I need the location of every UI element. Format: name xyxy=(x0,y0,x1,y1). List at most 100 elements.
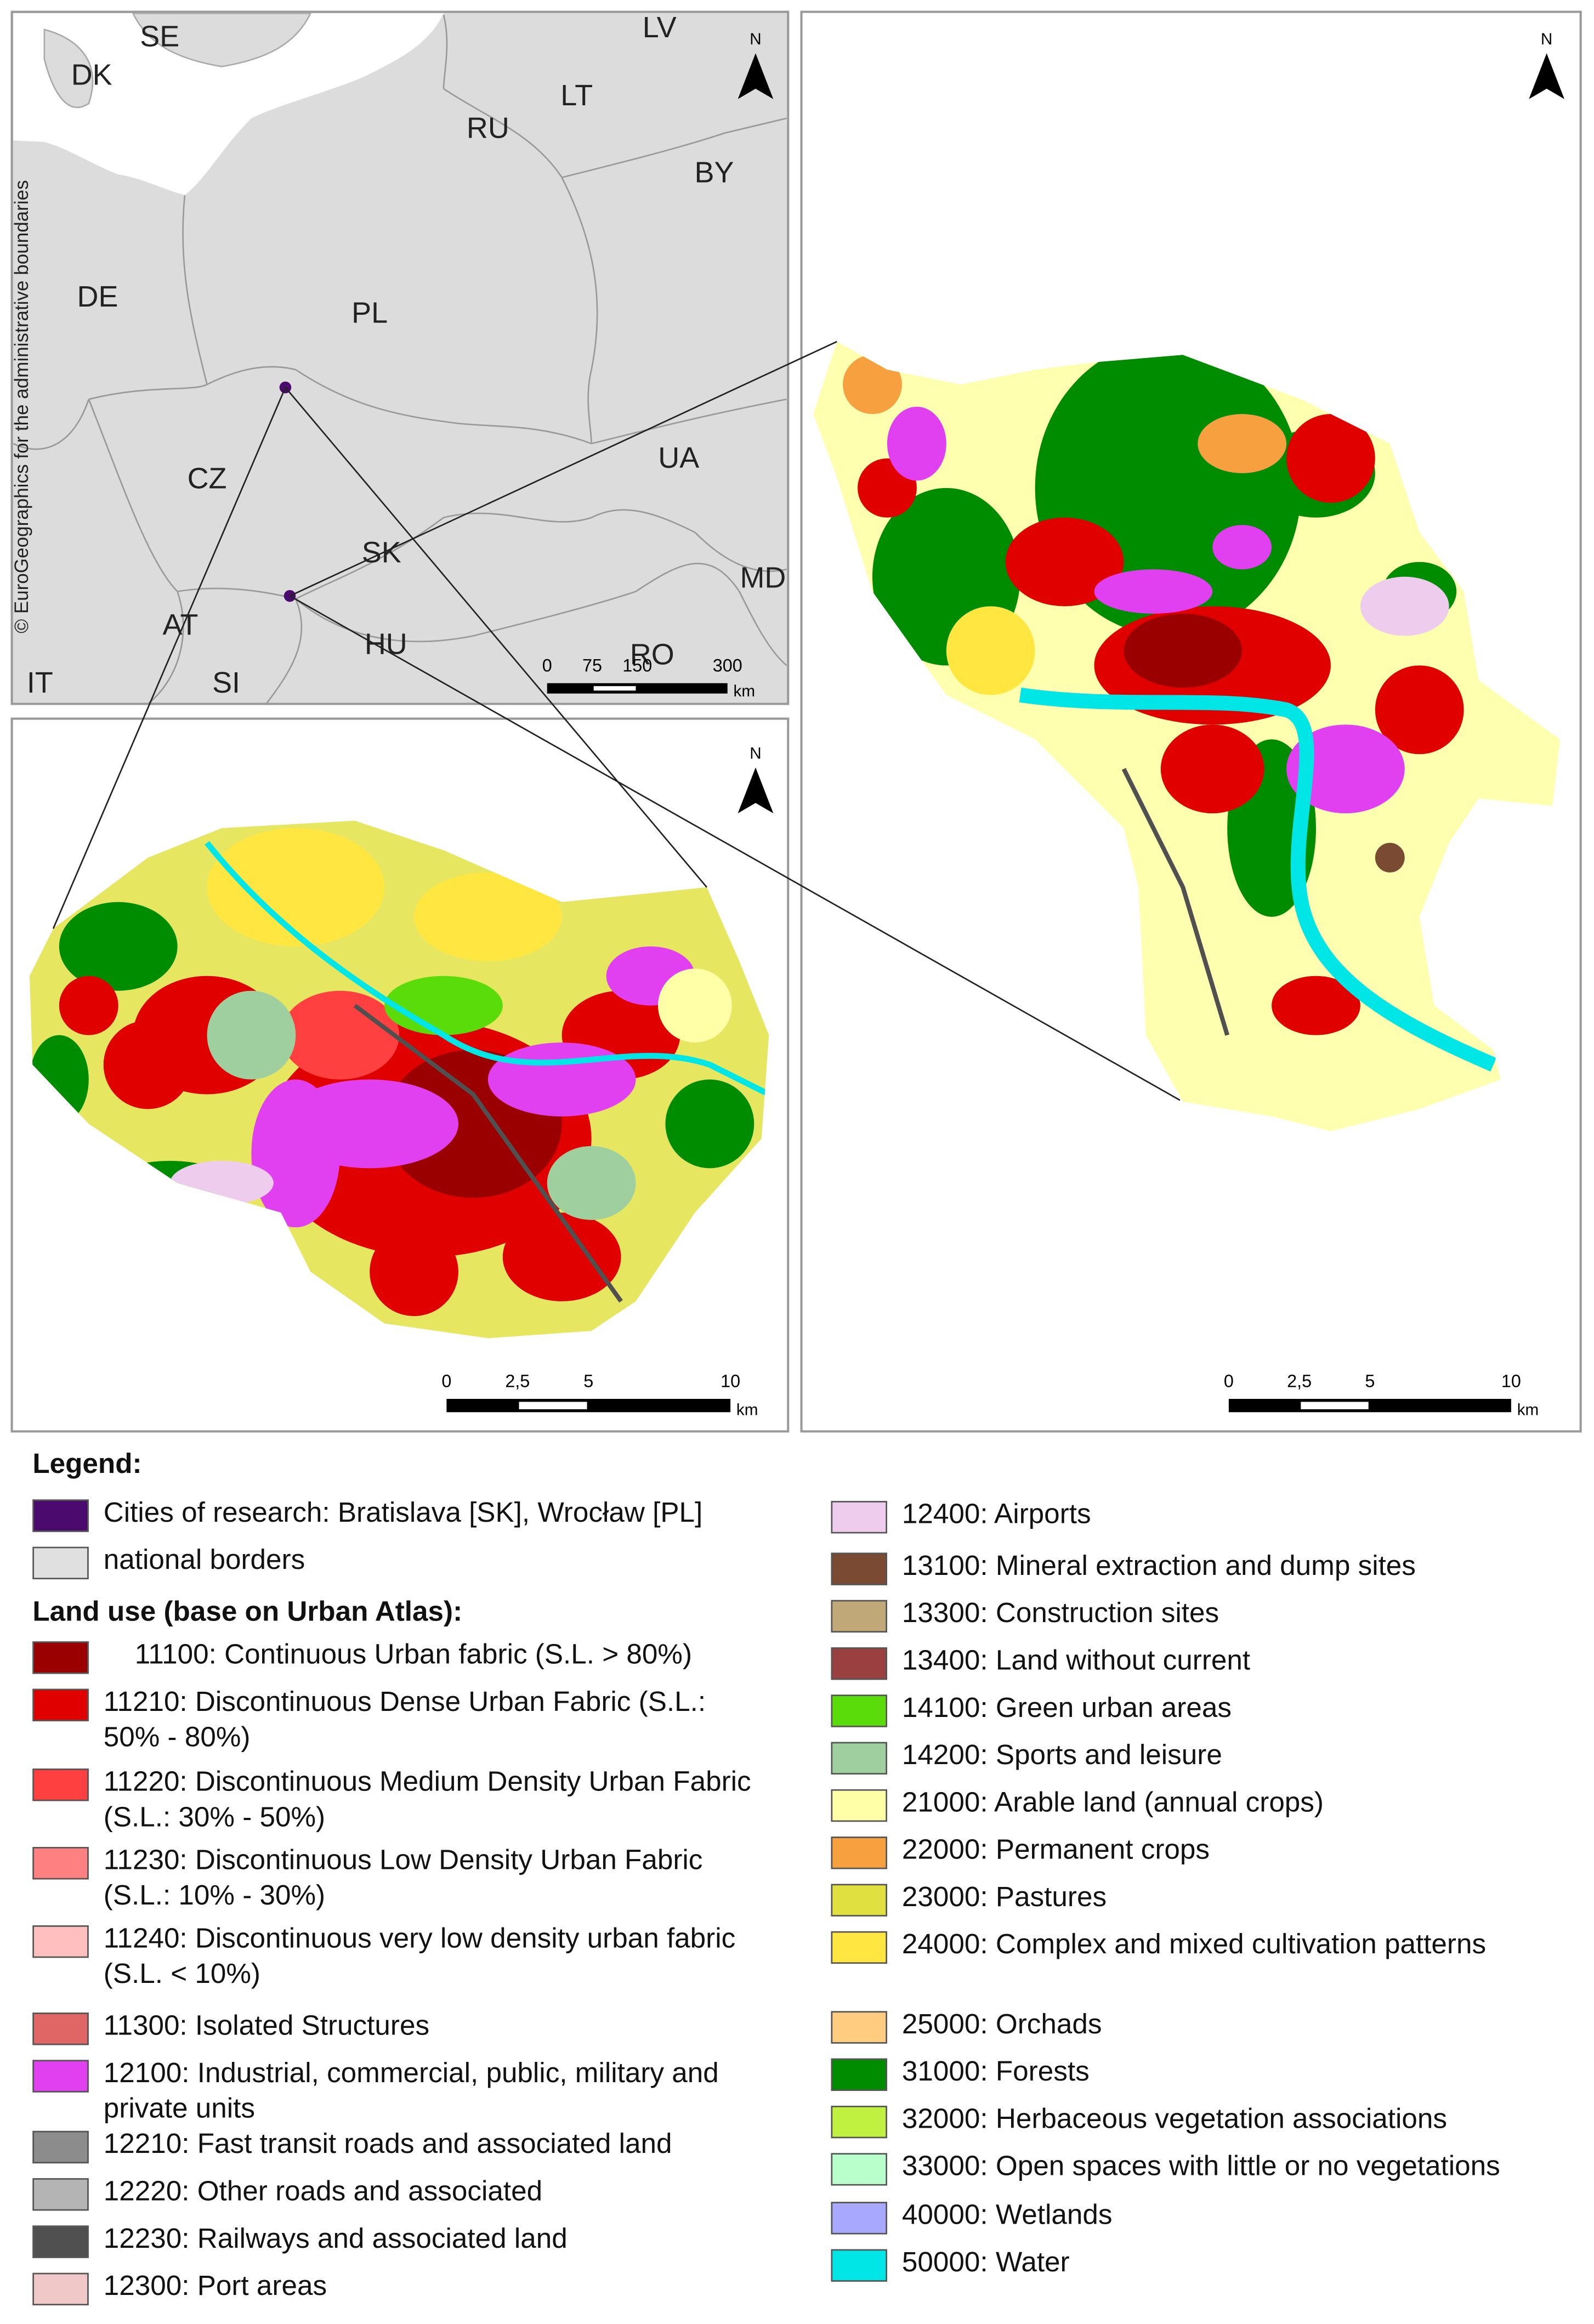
connector xyxy=(285,387,708,888)
scale-bar xyxy=(446,1398,731,1413)
maps: SE DK LV LT RU BY DE PL CZ UA SK MD AT HU RO IT SI © Euro… xyxy=(10,10,1582,1433)
legend-label: 25000: Orchads xyxy=(901,2009,1102,2041)
railway xyxy=(1121,768,1230,1036)
legend-swatch xyxy=(831,1836,887,1869)
scale-label: 10 xyxy=(721,1371,740,1391)
legend-label: 12230: Railways and associated land xyxy=(103,2224,568,2255)
land-use-patch xyxy=(1094,569,1213,614)
legend-label: 23000: Pastures xyxy=(901,1882,1107,1914)
land-use-patch xyxy=(251,1079,341,1228)
land-use-patch xyxy=(207,990,296,1080)
legend-swatch xyxy=(32,1641,89,1674)
connectors xyxy=(52,341,1181,1101)
north-label: N xyxy=(750,30,761,48)
legend-label: 40000: Wetlands xyxy=(901,2200,1113,2232)
bratislava-land-use xyxy=(843,341,1496,1072)
legend-swatch xyxy=(831,1501,887,1534)
legend-label: national borders xyxy=(103,1545,305,1577)
land-use-patch xyxy=(370,1227,458,1316)
land-use-patch xyxy=(1360,576,1449,636)
river xyxy=(1019,688,1496,1072)
country-label: MD xyxy=(740,561,786,594)
country-label: UA xyxy=(658,441,699,474)
legend-label: 22000: Permanent crops xyxy=(901,1835,1210,1867)
scale-label: 300 xyxy=(713,655,742,675)
legend-label: 12220: Other roads and associated xyxy=(103,2176,543,2208)
legend-label: 13400: Land without current xyxy=(901,1646,1251,1677)
legend-swatch xyxy=(32,2013,89,2045)
land-use-patch xyxy=(384,976,503,1035)
legend-label: 24000: Complex and mixed cultivation pat… xyxy=(901,1930,1487,1961)
legend-swatch xyxy=(831,1884,887,1917)
land-use-patch xyxy=(946,606,1035,695)
scale-label: 5 xyxy=(583,1371,593,1391)
legend-label: 33000: Open spaces with little or no veg… xyxy=(901,2151,1500,2183)
legend-label: 21000: Arable land (annual crops) xyxy=(901,1788,1324,1819)
legend-swatch xyxy=(831,1789,887,1822)
land-use-patch xyxy=(1375,843,1405,872)
country-label: LV xyxy=(643,11,677,44)
connector xyxy=(289,341,837,597)
legend-swatch xyxy=(831,2011,887,2044)
scale-label: 75 xyxy=(582,655,602,675)
legend-subtitle: Land use (base on Urban Atlas): xyxy=(32,1597,463,1628)
legend-label: 11230: Discontinuous Low Density Urban F… xyxy=(103,1845,711,1912)
land-use-patch xyxy=(665,1079,755,1169)
legend-label: 11300: Isolated Structures xyxy=(103,2011,430,2043)
legend-swatch xyxy=(32,1499,89,1532)
legend-swatch xyxy=(32,2272,89,2305)
scale-label: 2,5 xyxy=(1287,1371,1312,1391)
scale-bar xyxy=(519,1402,587,1409)
country-label: IT xyxy=(27,666,53,699)
legend-label: 12100: Industrial, commercial, public, m… xyxy=(103,2058,727,2125)
scale-label: 0 xyxy=(1224,1371,1234,1391)
land-use-patch xyxy=(103,1020,192,1109)
legend-swatch xyxy=(831,2249,887,2282)
land-use-patch xyxy=(207,828,385,946)
country-label: RO xyxy=(630,638,674,671)
legend-label: 32000: Herbaceous vegetation association… xyxy=(901,2104,1448,2135)
north-label: N xyxy=(1541,30,1552,48)
scale-bar xyxy=(1228,1398,1511,1413)
scale-label: 150 xyxy=(622,655,652,675)
scale-label: 5 xyxy=(1365,1371,1375,1391)
legend-swatch xyxy=(32,1688,89,1721)
land-use-patch xyxy=(502,1212,621,1302)
country-label: CZ xyxy=(188,462,227,495)
land-use-patch xyxy=(281,990,400,1080)
legend-label: 12400: Airports xyxy=(901,1499,1091,1531)
legend-label: 14200: Sports and leisure xyxy=(901,1740,1222,1772)
scale-label: 0 xyxy=(441,1371,451,1391)
land-use-patch xyxy=(487,1042,636,1116)
country-label: LT xyxy=(560,79,593,112)
land-use-patch xyxy=(414,872,562,961)
connector xyxy=(52,387,286,929)
legend-label: 31000: Forests xyxy=(901,2056,1090,2088)
land-use-patch xyxy=(59,902,178,991)
legend-swatch xyxy=(831,2058,887,2091)
north-arrow xyxy=(1529,53,1565,99)
land-use-patch xyxy=(1124,614,1243,688)
legend-swatch xyxy=(831,1600,887,1633)
legend-swatch xyxy=(831,1694,887,1727)
country-label: BY xyxy=(694,156,734,189)
land xyxy=(132,12,312,67)
legend-label: 13100: Mineral extraction and dump sites xyxy=(901,1551,1416,1583)
land-use-patch xyxy=(887,406,946,481)
scale-label: 2,5 xyxy=(505,1371,530,1391)
scale-label: 0 xyxy=(542,655,552,675)
country-label: SI xyxy=(212,666,240,699)
country-label: SE xyxy=(140,20,179,53)
legend-swatch xyxy=(32,2130,89,2164)
connector xyxy=(289,595,1181,1101)
land-use-patch xyxy=(59,976,118,1035)
country-label: PL xyxy=(351,297,388,330)
land-use-patch xyxy=(657,968,732,1043)
wroclaw-land-use xyxy=(29,820,769,1316)
north-arrow xyxy=(738,767,774,814)
legend-label: 11210: Discontinuous Dense Urban Fabric … xyxy=(103,1687,714,1754)
legend-label: 12300: Port areas xyxy=(103,2271,327,2303)
legend-swatch xyxy=(831,1552,887,1585)
